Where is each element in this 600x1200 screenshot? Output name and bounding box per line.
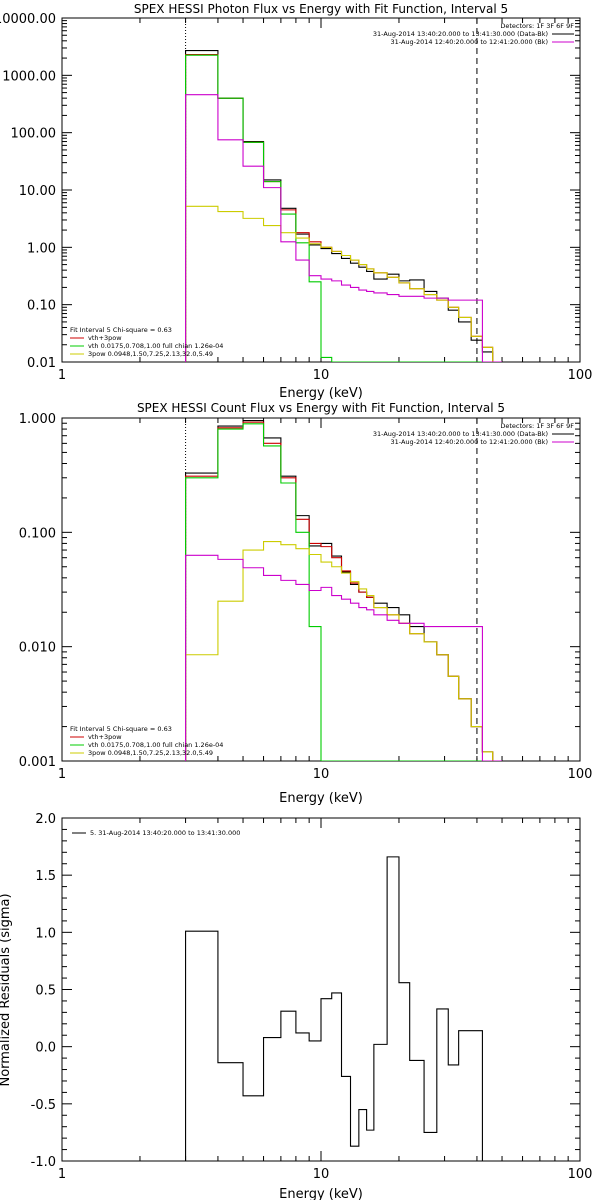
y-tick-label: 0.100 (19, 526, 56, 541)
legend-topleft-entry: 5. 31-Aug-2014 13:40:20.000 to 13:41:30.… (90, 829, 240, 837)
legend-bottomleft-header: Fit Interval 5 Chi-square = 0.63 (70, 725, 172, 733)
count-flux-title: SPEX HESSI Count Flux vs Energy with Fit… (137, 401, 505, 415)
y-tick-label: 0.010 (19, 641, 56, 656)
series-group (185, 420, 503, 761)
y-tick-label: 0.01 (27, 356, 56, 371)
series-vth-3pow-line (185, 421, 503, 761)
count-flux-xlabel: Energy (keV) (279, 791, 363, 806)
y-tick-label: 2.0 (35, 812, 56, 827)
photon-flux-panel: SPEX HESSI Photon Flux vs Energy with Fi… (0, 2, 592, 401)
series-3pow-line (185, 541, 503, 761)
y-tick-label: 0.001 (19, 755, 56, 770)
y-tick-label: 100.00 (11, 127, 57, 142)
residuals-panel: Energy (keV) Normalized Residuals (sigma… (0, 812, 592, 1200)
series-vth-line (185, 54, 503, 362)
legend-bottomleft-entry: vth 0.0175,0.708,1.00 full chian 1.26e-0… (88, 342, 223, 350)
x-tick-label: 1 (58, 1167, 66, 1182)
count-flux-panel: SPEX HESSI Count Flux vs Energy with Fit… (19, 401, 593, 806)
y-tick-label: -1.0 (31, 1155, 56, 1170)
x-tick-label: 1 (58, 767, 66, 782)
legend-bottomleft-entry: 3pow 0.0948,1.50,7.25,2.13,32.0,5.49 (88, 350, 213, 358)
x-tick-label: 10 (313, 368, 330, 383)
x-tick-label: 1 (58, 368, 66, 383)
plot-frame (61, 817, 581, 1162)
y-tick-label: 1000.00 (2, 69, 56, 84)
legend-bottomleft-entry: vth+3pow (88, 334, 122, 342)
series-group (185, 50, 503, 362)
y-tick-label: 10.00 (19, 184, 56, 199)
legend-topright-entry: 31-Aug-2014 13:40:20.000 to 13:41:30.000… (373, 30, 548, 38)
y-tick-label: 0.0 (35, 1041, 56, 1056)
photon-flux-title: SPEX HESSI Photon Flux vs Energy with Fi… (134, 2, 508, 16)
series-data-bk-line (185, 50, 503, 362)
photon-flux-xlabel: Energy (keV) (279, 386, 363, 401)
y-tick-label: 1.5 (35, 869, 56, 884)
x-tick-label: 100 (568, 1167, 593, 1182)
series-bk-line (185, 554, 503, 761)
legend-bottomleft-entry: vth 0.0175,0.708,1.00 full chian 1.26e-0… (88, 741, 223, 749)
legend-bottomleft-entry: 3pow 0.0948,1.50,7.25,2.13,32.0,5.49 (88, 749, 213, 757)
series-data-bk-line (185, 420, 503, 761)
y-tick-label: 1.000 (19, 412, 56, 427)
residuals-ylabel: Normalized Residuals (sigma) (0, 893, 13, 1086)
series-group (185, 856, 483, 1161)
legend-bottomleft-entry: vth+3pow (88, 733, 122, 741)
series-3pow-line (185, 205, 503, 362)
series-vth-3pow-line (185, 54, 503, 362)
y-tick-label: 1.00 (27, 241, 56, 256)
legend-bottomleft-header: Fit Interval 5 Chi-square = 0.63 (70, 326, 172, 334)
residuals-xlabel: Energy (keV) (279, 1187, 363, 1200)
y-tick-label: 0.5 (35, 984, 56, 999)
x-tick-label: 100 (568, 368, 593, 383)
x-tick-label: 10 (313, 767, 330, 782)
legend-topright-header: Detectors: 1F 3F 6F 9F (500, 22, 574, 30)
x-tick-label: 100 (568, 767, 593, 782)
series-vth-line (185, 423, 503, 761)
legend-topright-entry: 31-Aug-2014 12:40:20.000 to 12:41:20.000… (391, 438, 548, 446)
y-tick-label: 1.0 (35, 926, 56, 941)
y-tick-label: 0.10 (27, 299, 56, 314)
y-tick-label: 10000.00 (0, 12, 56, 27)
legend-topright-header: Detectors: 1F 3F 6F 9F (500, 422, 574, 430)
x-tick-label: 10 (313, 1167, 330, 1182)
legend-topright-entry: 31-Aug-2014 13:40:20.000 to 13:41:30.000… (373, 430, 548, 438)
legend-topright-entry: 31-Aug-2014 12:40:20.000 to 12:41:20.000… (391, 38, 548, 46)
y-tick-label: -0.5 (31, 1098, 56, 1113)
series-bk-line (185, 94, 503, 362)
series-5-31-aug-2014-13-40-20-000-to-13-41-30-000-line (185, 856, 483, 1161)
